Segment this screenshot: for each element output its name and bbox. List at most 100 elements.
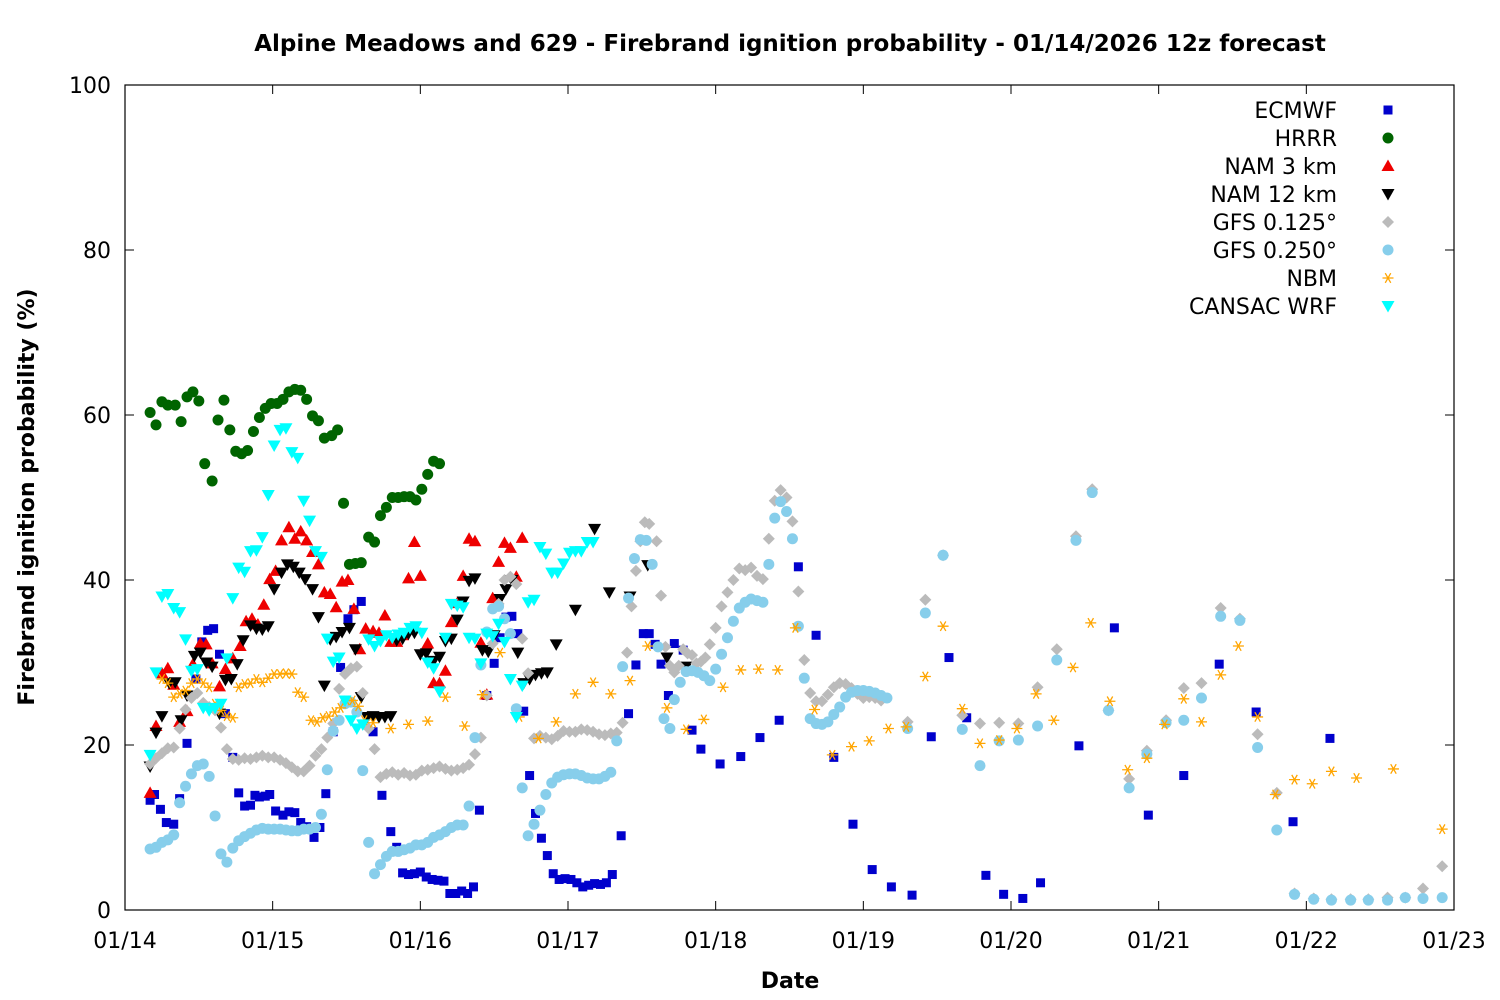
data-point: [660, 652, 674, 665]
legend-label: NAM 3 km: [1224, 155, 1337, 180]
data-point: [554, 874, 564, 884]
data-point: [308, 546, 322, 558]
data-point: [347, 602, 361, 614]
data-point: [1178, 714, 1190, 726]
data-point: [774, 484, 787, 497]
data-point: [616, 831, 626, 841]
data-point: [1436, 892, 1448, 904]
data-point: [238, 566, 252, 579]
data-point: [433, 875, 443, 885]
data-point: [267, 440, 281, 453]
data-point: [335, 702, 347, 713]
data-point: [1382, 894, 1394, 906]
data-point: [763, 558, 775, 570]
data-point: [439, 692, 451, 703]
data-point: [513, 629, 523, 639]
data-point: [190, 664, 204, 676]
data-point: [828, 708, 840, 720]
data-point: [611, 735, 623, 747]
data-point: [227, 842, 239, 854]
data-point: [215, 649, 225, 659]
data-point: [199, 637, 213, 650]
data-point: [398, 868, 408, 878]
data-point: [173, 607, 187, 619]
legend-marker: [1382, 216, 1394, 228]
data-point: [867, 865, 877, 875]
data-point: [610, 726, 623, 739]
data-point: [669, 639, 679, 649]
data-point: [185, 768, 197, 780]
data-point: [296, 818, 306, 828]
data-point: [311, 557, 325, 570]
y-tick-label: 80: [83, 239, 111, 264]
data-point: [206, 475, 218, 487]
y-tick-label: 20: [83, 734, 111, 759]
data-point: [205, 661, 219, 674]
plot-frame: [124, 84, 1455, 911]
data-point: [332, 652, 346, 665]
data-point: [793, 562, 803, 572]
data-point: [532, 733, 544, 744]
data-point: [944, 653, 954, 663]
data-point: [1214, 659, 1224, 669]
data-point: [1012, 734, 1024, 746]
data-point: [323, 587, 337, 600]
data-point: [900, 721, 912, 732]
data-point: [1018, 893, 1028, 903]
data-point: [150, 419, 162, 431]
data-point: [179, 703, 192, 716]
data-point: [368, 727, 378, 737]
data-point: [1351, 772, 1363, 784]
data-point: [320, 633, 334, 646]
x-tick-label: 01/15: [241, 929, 304, 954]
data-point: [385, 723, 397, 734]
data-point: [709, 621, 722, 634]
data-point: [1179, 771, 1189, 781]
data-point: [602, 587, 616, 599]
data-point: [348, 644, 362, 656]
data-point: [404, 870, 414, 880]
data-point: [656, 659, 666, 669]
data-point: [569, 688, 581, 699]
data-point: [193, 395, 205, 407]
data-point: [973, 717, 986, 730]
data-point: [1178, 693, 1190, 704]
data-point: [551, 567, 565, 580]
data-point: [664, 723, 676, 734]
legend-marker: [1382, 244, 1394, 256]
data-point: [434, 458, 446, 470]
data-point: [1215, 669, 1227, 680]
series-nbm: [156, 617, 1448, 835]
legend-marker: [1382, 272, 1394, 284]
data-point: [680, 724, 692, 735]
data-point: [335, 626, 349, 639]
data-point: [752, 664, 764, 675]
data-point: [187, 386, 199, 398]
data-point: [267, 584, 281, 596]
data-point: [350, 660, 363, 673]
data-point: [329, 600, 343, 613]
legend-label: ECMWF: [1254, 99, 1337, 124]
data-point: [275, 533, 289, 546]
data-point: [333, 682, 346, 695]
data-point: [326, 656, 340, 669]
data-point: [457, 886, 467, 896]
data-point: [469, 732, 481, 744]
data-point: [715, 600, 728, 613]
data-point: [786, 515, 799, 528]
data-point: [540, 789, 552, 800]
data-point: [1436, 860, 1449, 873]
data-point: [815, 695, 828, 708]
data-point: [1122, 764, 1134, 775]
data-point: [193, 647, 207, 660]
data-point: [168, 677, 182, 689]
data-point: [474, 658, 488, 670]
data-point: [716, 648, 728, 660]
data-point: [1123, 772, 1136, 785]
data-point: [1195, 716, 1207, 727]
data-point: [277, 393, 289, 405]
data-point: [607, 870, 617, 880]
data-point: [356, 596, 366, 606]
data-point: [372, 626, 386, 638]
legend-marker: [1383, 105, 1393, 115]
